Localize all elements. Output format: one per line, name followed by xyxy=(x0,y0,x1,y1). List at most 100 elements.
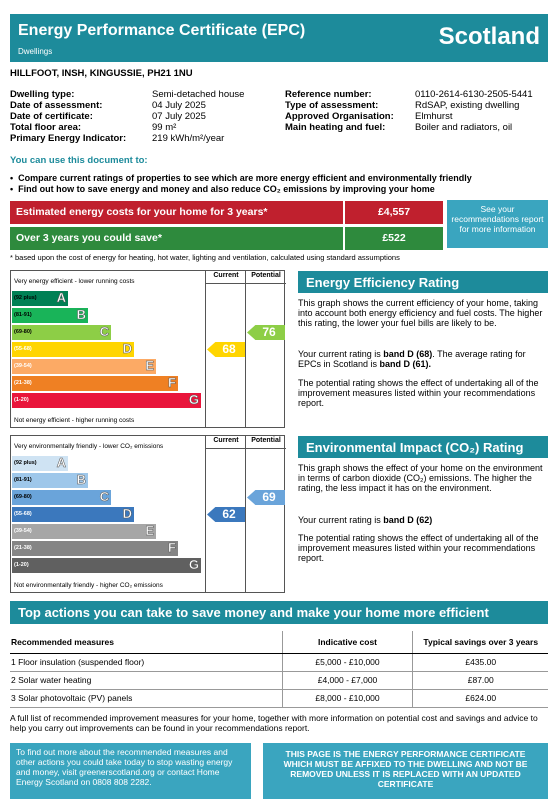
band-d: (55-68) D xyxy=(12,506,134,522)
eer-para-1: This graph shows the current efficiency … xyxy=(298,298,543,328)
potential-column-header: Potential xyxy=(251,437,281,444)
col-cost: Indicative cost xyxy=(281,631,412,654)
see-recommendations-box: See your recommendations report for more… xyxy=(447,200,548,248)
col-savings: Typical savings over 3 years xyxy=(411,631,548,654)
band-d: (55-68) D xyxy=(12,341,134,357)
detail-value: 04 July 2025 xyxy=(152,100,206,111)
bullet-text: Compare current ratings of properties to… xyxy=(18,173,472,183)
table-row: 1 Floor insulation (suspended floor) £5,… xyxy=(10,653,548,672)
band-range: (55-68) xyxy=(14,511,32,517)
table-row: 2 Solar water heating £4,000 - £7,000 £8… xyxy=(10,671,548,690)
band-letter: G xyxy=(188,392,200,408)
potential-rating-arrow: 76 xyxy=(247,325,285,340)
detail-key: Type of assessment: xyxy=(285,100,379,111)
header-rule xyxy=(206,283,286,284)
savings-cell: £87.00 xyxy=(411,671,548,690)
detail-key: Total floor area: xyxy=(10,122,82,133)
cost-cell: £4,000 - £7,000 xyxy=(281,671,412,690)
savings-value: £522 xyxy=(345,227,443,250)
measure-cell: 2 Solar water heating xyxy=(10,671,282,690)
table-row: 3 Solar photovoltaic (PV) panels £8,000 … xyxy=(10,689,548,708)
detail-value: 99 m² xyxy=(152,122,177,133)
current-column-header: Current xyxy=(213,272,239,279)
bottom-caption: Not energy efficient - higher running co… xyxy=(14,417,135,424)
detail-value: Boiler and radiators, oil xyxy=(415,122,513,133)
bullet-item: • Find out how to save energy and money … xyxy=(10,184,435,194)
top-caption: Very environmentally friendly - lower CO… xyxy=(14,443,164,450)
band-range: (81-91) xyxy=(14,477,32,483)
environmental-impact-chart: Current Potential Very environmentally fri… xyxy=(10,435,286,593)
detail-value: Elmhurst xyxy=(415,111,453,122)
band-letter: A xyxy=(56,455,66,471)
column-divider xyxy=(245,436,246,592)
band-letter: C xyxy=(99,324,109,340)
band-b: (81-91) B xyxy=(12,472,88,488)
details-right-keys: Reference number: Type of assessment: Ap… xyxy=(285,89,394,133)
band-letter: D xyxy=(122,506,132,522)
measure-cell: 1 Floor insulation (suspended floor) xyxy=(10,653,282,672)
band-range: (21-38) xyxy=(14,380,32,386)
top-actions-heading: Top actions you can take to save money a… xyxy=(10,601,548,624)
band-e: (39-54) E xyxy=(12,523,156,539)
column-divider xyxy=(205,436,206,592)
band-a: (92 plus) A xyxy=(12,455,68,471)
band-letter: G xyxy=(188,557,200,573)
estimated-cost-value: £4,557 xyxy=(345,201,443,224)
band-range: (69-80) xyxy=(14,494,32,500)
bottom-caption: Not environmentally friendly - higher CO… xyxy=(14,582,163,589)
current-rating-arrow: 68 xyxy=(207,342,245,357)
top-caption: Very energy efficient - lower running co… xyxy=(14,278,135,285)
band-range: (21-38) xyxy=(14,545,32,551)
details-left-values: Semi-detached house 04 July 2025 07 July… xyxy=(152,89,244,144)
detail-key: Date of assessment: xyxy=(10,100,103,111)
col-measures: Recommended measures xyxy=(10,631,282,654)
band-letter: E xyxy=(145,358,154,374)
column-divider xyxy=(245,271,246,427)
band-range: (81-91) xyxy=(14,312,32,318)
page-subtitle: Dwellings xyxy=(18,47,53,56)
column-divider xyxy=(205,271,206,427)
detail-key: Dwelling type: xyxy=(10,89,75,100)
details-left-keys: Dwelling type: Date of assessment: Date … xyxy=(10,89,126,144)
detail-value: 0110-2614-6130-2505-5441 xyxy=(415,89,533,100)
band-range: (1-20) xyxy=(14,562,29,568)
detail-value: 219 kWh/m²/year xyxy=(152,133,225,144)
affix-notice-box: THIS PAGE IS THE ENERGY PERFORMANCE CERT… xyxy=(263,743,548,799)
detail-key: Reference number: xyxy=(285,89,372,100)
table-header-row: Recommended measures Indicative cost Typ… xyxy=(10,631,548,654)
band-range: (39-54) xyxy=(14,363,32,369)
detail-key: Date of certificate: xyxy=(10,111,93,122)
band-range: (1-20) xyxy=(14,397,29,403)
band-c: (69-80) C xyxy=(12,324,111,340)
band-g: (1-20) G xyxy=(12,392,201,408)
bullet-text: Find out how to save energy and money an… xyxy=(18,184,435,194)
band-letter: C xyxy=(99,489,109,505)
eer-para-2: Your current rating is band D (68). The … xyxy=(298,349,526,369)
header-rule xyxy=(206,448,286,449)
detail-key: Approved Organisation: xyxy=(285,111,394,122)
current-rating-arrow: 62 xyxy=(207,507,245,522)
band-range: (92 plus) xyxy=(14,295,37,301)
current-column-header: Current xyxy=(213,437,239,444)
page-title: Energy Performance Certificate (EPC) xyxy=(18,22,306,39)
recommendations-table: Recommended measures Indicative cost Typ… xyxy=(10,631,548,708)
band-letter: E xyxy=(145,523,154,539)
header-banner: Energy Performance Certificate (EPC) Dwe… xyxy=(10,14,548,62)
band-g: (1-20) G xyxy=(12,557,201,573)
savings-row: Over 3 years you could save* £522 xyxy=(10,227,443,250)
details-right-values: 0110-2614-6130-2505-5441 RdSAP, existing… xyxy=(415,89,533,133)
band-letter: A xyxy=(56,290,66,306)
savings-cell: £624.00 xyxy=(411,689,548,708)
band-a: (92 plus) A xyxy=(12,290,68,306)
find-out-more-box: To find out more about the recommended m… xyxy=(10,743,251,799)
savings-label: Over 3 years you could save* xyxy=(10,227,343,250)
band-letter: D xyxy=(122,341,132,357)
detail-value: RdSAP, existing dwelling xyxy=(415,100,520,111)
band-e: (39-54) E xyxy=(12,358,156,374)
band-letter: B xyxy=(76,307,86,323)
detail-key: Primary Energy Indicator: xyxy=(10,133,127,144)
use-title: You can use this document to: xyxy=(10,155,148,166)
country-label: Scotland xyxy=(438,23,540,50)
band-range: (55-68) xyxy=(14,346,32,352)
eir-heading: Environmental Impact (CO₂) Rating xyxy=(298,436,548,458)
